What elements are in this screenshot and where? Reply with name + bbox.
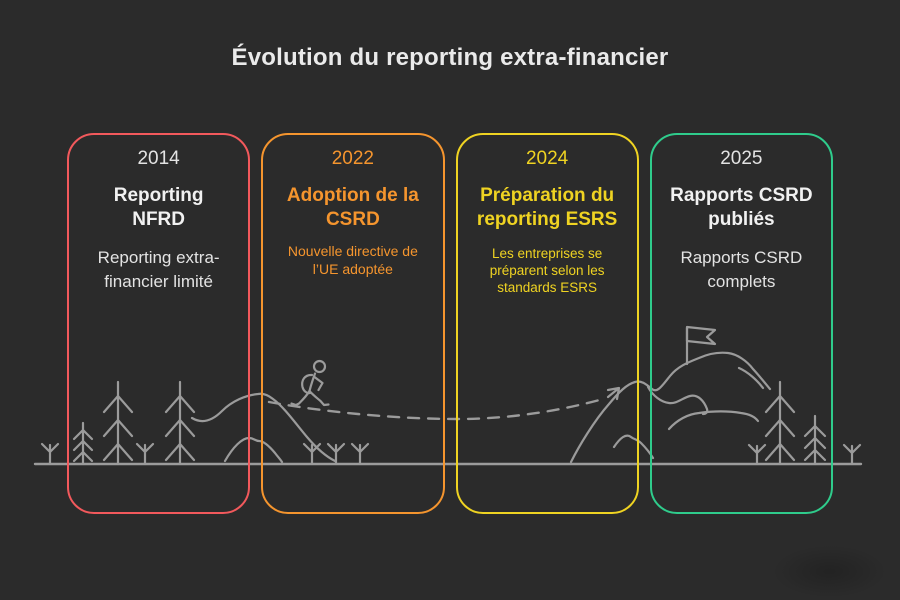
dashed-trail-icon	[267, 397, 605, 421]
hiker-icon	[290, 359, 330, 407]
pine-tree-icon	[102, 380, 134, 466]
card-description: Les entreprises se préparent selon les s…	[489, 246, 605, 296]
card-year: 2024	[525, 148, 569, 169]
card-heading: Préparation du reporting ESRS	[476, 184, 618, 230]
card-heading: Reporting NFRD	[113, 184, 204, 230]
watermark-smudge	[748, 532, 896, 600]
sprout-icon	[135, 442, 155, 466]
pine-tree-icon	[764, 380, 796, 466]
card-description: Reporting extra- financier limité	[97, 248, 220, 291]
sprout-icon	[747, 443, 767, 466]
timeline: 2014 Reporting NFRD Reporting extra- fin…	[67, 133, 833, 514]
pine-tree-icon	[803, 414, 827, 466]
card-description: Nouvelle directive de l’UE adoptée	[287, 243, 418, 277]
summit-flag-icon	[685, 325, 717, 366]
card-description: Rapports CSRD complets	[680, 248, 803, 291]
card-heading: Rapports CSRD publiés	[670, 184, 813, 230]
card-year: 2022	[331, 148, 375, 169]
card-year: 2025	[720, 148, 763, 169]
page-title: Évolution du reporting extra-financier	[231, 44, 669, 71]
timeline-card-2024: 2024 Préparation du reporting ESRS Les e…	[455, 133, 639, 514]
timeline-card-2014: 2014 Reporting NFRD Reporting extra- fin…	[67, 133, 251, 514]
sprout-icon	[350, 442, 370, 466]
card-year: 2014	[137, 148, 180, 169]
timeline-card-2022: 2022 Adoption de la CSRD Nouvelle direct…	[261, 133, 445, 514]
card-heading: Adoption de la CSRD	[286, 184, 419, 230]
sprout-icon	[842, 443, 862, 466]
pine-tree-icon	[164, 380, 196, 466]
mountain-icon	[569, 351, 772, 464]
hill-ridge-icon	[190, 392, 337, 463]
pine-tree-icon	[72, 421, 94, 466]
timeline-card-2025: 2025 Rapports CSRD publiés Rapports CSRD…	[649, 133, 833, 514]
sprout-icon	[40, 442, 60, 466]
mound-icon	[223, 436, 284, 464]
pine-trees	[72, 380, 827, 466]
